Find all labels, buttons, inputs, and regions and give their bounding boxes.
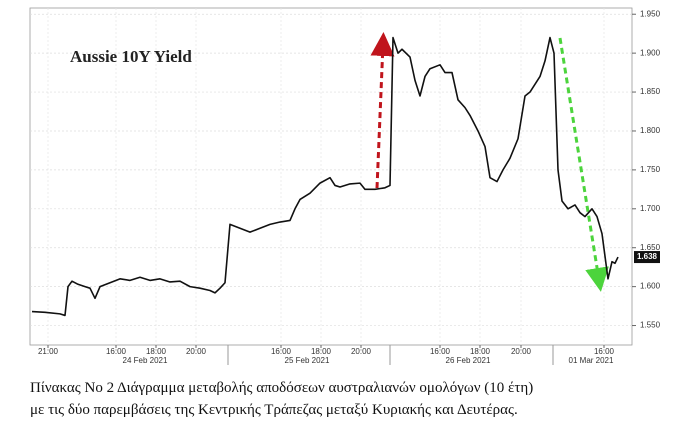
plot-frame xyxy=(29,7,633,346)
caption-line: με τις δύο παρεμβάσεις της Κεντρικής Τρά… xyxy=(30,402,518,418)
last-value-label: 1.638 xyxy=(637,252,658,261)
y-tick-label: 1.650 xyxy=(640,243,661,252)
date-label: 25 Feb 2021 xyxy=(285,356,330,365)
last-value-box xyxy=(634,251,660,264)
y-tick-label: 1.750 xyxy=(640,165,661,174)
arrow-down xyxy=(558,37,609,292)
x-tick-label: 18:00 xyxy=(311,347,332,356)
x-tick-label: 20:00 xyxy=(511,347,532,356)
y-tick-label: 1.550 xyxy=(640,321,661,330)
chart-title: Aussie 10Y Yield xyxy=(70,47,192,66)
date-label: 24 Feb 2021 xyxy=(123,356,168,365)
x-tick-label: 16:00 xyxy=(106,347,127,356)
y-tick-label: 1.600 xyxy=(640,282,661,291)
x-tick-label: 18:00 xyxy=(146,347,167,356)
x-tick-label: 16:00 xyxy=(430,347,451,356)
y-tick-label: 1.900 xyxy=(640,48,661,57)
x-tick-label: 20:00 xyxy=(351,347,372,356)
date-label: 01 Mar 2021 xyxy=(569,356,614,365)
y-tick-label: 1.800 xyxy=(640,126,661,135)
caption-line: Πίνακας Νο 2 Διάγραμμα μεταβολής αποδόσε… xyxy=(30,380,533,396)
y-tick-label: 1.950 xyxy=(640,9,661,18)
line-series xyxy=(31,36,619,317)
y-tick-label: 1.850 xyxy=(640,87,661,96)
x-tick-label: 20:00 xyxy=(186,347,207,356)
x-tick-label: 16:00 xyxy=(271,347,292,356)
y-tick-label: 1.700 xyxy=(640,204,661,213)
x-tick-label: 21:00 xyxy=(38,347,59,356)
x-tick-label: 16:00 xyxy=(594,347,615,356)
date-label: 26 Feb 2021 xyxy=(446,356,491,365)
x-tick-label: 18:00 xyxy=(470,347,491,356)
arrow-up xyxy=(370,32,395,189)
